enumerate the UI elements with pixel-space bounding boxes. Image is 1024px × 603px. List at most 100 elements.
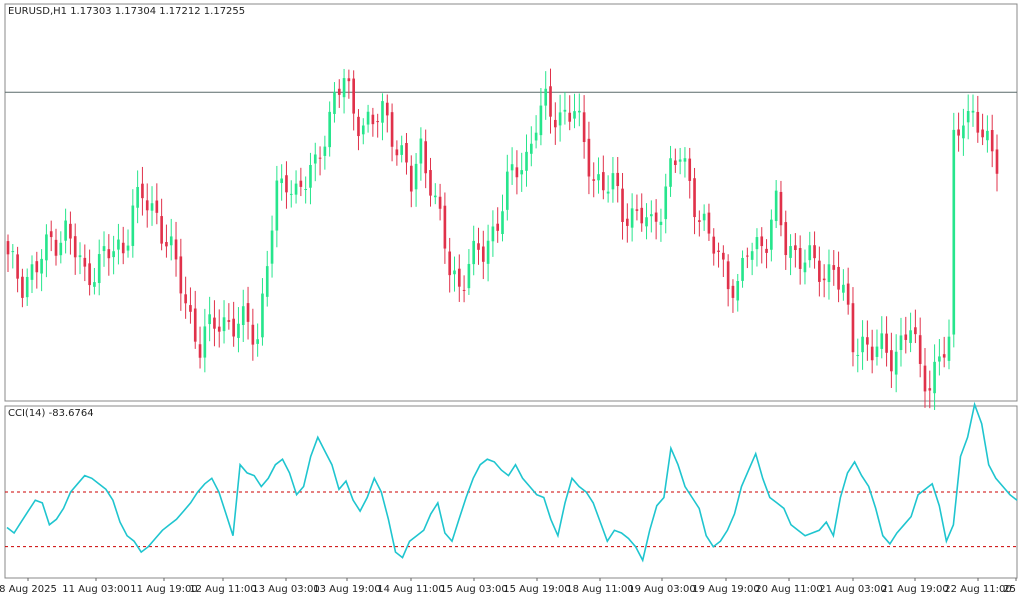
candle-body — [779, 191, 783, 226]
candle-body — [933, 361, 936, 394]
candle-body — [117, 239, 120, 250]
candle-body — [285, 175, 288, 193]
candle-body — [462, 289, 466, 291]
candle-body — [405, 143, 408, 163]
candle-body — [491, 226, 495, 242]
candle-body — [909, 330, 912, 343]
candle-body — [976, 111, 980, 133]
candle-body — [121, 242, 125, 254]
candle-body — [851, 303, 855, 353]
candle-body — [866, 337, 869, 345]
candle-body — [750, 251, 754, 260]
x-tick-label: 12 Aug 11:00 — [189, 584, 256, 595]
candle-body — [914, 327, 917, 335]
candle-body — [64, 220, 67, 241]
candle-body — [112, 251, 115, 258]
candle-body — [712, 236, 716, 254]
candle-body — [270, 230, 274, 264]
x-tick-label: 19 Aug 03:00 — [628, 584, 695, 595]
candle-body — [962, 125, 965, 139]
candle-body — [529, 143, 533, 154]
candle-body — [217, 326, 221, 332]
candle-body — [11, 251, 15, 253]
candle-body — [837, 266, 840, 290]
candle-body — [40, 258, 43, 274]
candle-body — [352, 78, 355, 114]
candle-body — [184, 294, 187, 304]
candle-body — [674, 160, 677, 166]
candle-body — [342, 78, 346, 98]
candle-body — [957, 129, 960, 136]
candle-body — [165, 242, 168, 247]
candle-body — [131, 205, 135, 246]
candle-body — [203, 326, 207, 358]
candle-body — [587, 138, 591, 177]
candle-body — [45, 234, 48, 261]
candle-body — [400, 145, 403, 155]
candle-body — [966, 111, 970, 123]
candle-body — [736, 281, 740, 301]
candle-body — [626, 218, 629, 226]
candle-body — [241, 306, 245, 326]
candle-body — [827, 264, 831, 283]
candle-body — [453, 270, 456, 275]
candle-body — [573, 111, 576, 119]
candle-body — [640, 207, 644, 224]
candle-body — [294, 183, 298, 195]
candle-body — [611, 173, 615, 190]
candle-body — [419, 138, 423, 164]
candle-body — [534, 132, 538, 141]
candle-body — [798, 248, 802, 269]
candle-body — [918, 335, 922, 364]
candle-body — [25, 276, 29, 298]
candle-body — [477, 243, 480, 250]
candle-body — [510, 164, 514, 171]
x-tick-label: 22 Aug 11:00 — [944, 584, 1011, 595]
candle-body — [107, 249, 111, 259]
indicator-header: CCI(14) -83.6764 — [8, 408, 94, 419]
candle-body — [54, 239, 58, 256]
candle-body — [169, 236, 173, 246]
candle-body — [232, 318, 235, 337]
x-tick-label: 19 Aug 19:00 — [692, 584, 759, 595]
candle-body — [88, 263, 91, 286]
x-tick-label: 21 Aug 03:00 — [819, 584, 886, 595]
symbol-header: EURUSD,H1 1.17303 1.17304 1.17212 1.1725… — [8, 6, 246, 17]
x-tick-label: 11 Aug 19:00 — [130, 584, 197, 595]
candle-body — [650, 214, 653, 217]
candle-body — [741, 257, 744, 281]
x-tick-label: 13 Aug 19:00 — [313, 584, 380, 595]
candle-body — [328, 111, 331, 148]
candle-body — [890, 350, 893, 372]
candle-body — [923, 365, 927, 392]
candle-body — [875, 346, 879, 357]
candle-body — [520, 170, 524, 175]
candle-body — [702, 213, 706, 221]
candle-body — [722, 252, 725, 260]
candle-body — [515, 167, 519, 178]
candle-body — [803, 262, 807, 273]
candle-body — [899, 335, 903, 351]
candle-body — [683, 158, 687, 162]
candle-body — [606, 191, 610, 194]
candle-body — [16, 254, 19, 279]
candle-body — [635, 209, 639, 211]
candle-body — [136, 187, 139, 208]
candle-body — [93, 282, 96, 287]
candle-body — [505, 171, 509, 210]
x-tick-label: 14 Aug 11:00 — [377, 584, 444, 595]
x-tick-label: 8 Aug 2025 — [0, 584, 57, 595]
candle-body — [577, 110, 581, 113]
candle-body — [347, 78, 351, 82]
candle-body — [986, 130, 989, 141]
candle-body — [323, 146, 327, 156]
candle-body — [995, 149, 999, 174]
candle-body — [544, 88, 548, 106]
candle-body — [726, 261, 730, 290]
candle-body — [429, 170, 432, 196]
candle-body — [448, 251, 452, 276]
candle-body — [309, 164, 312, 188]
candle-body — [770, 219, 773, 250]
candle-body — [669, 158, 672, 187]
